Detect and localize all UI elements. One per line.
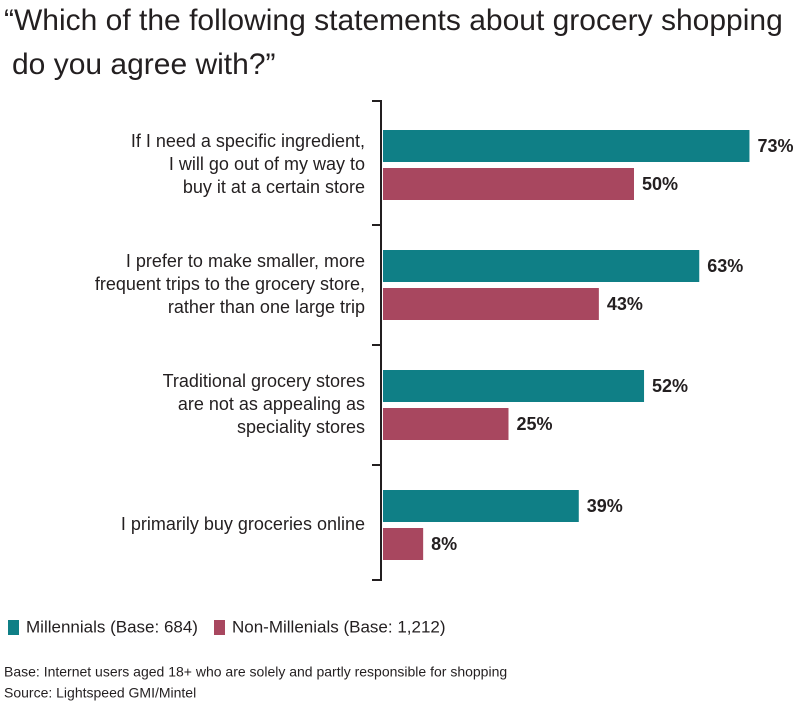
value-label: 43%	[607, 294, 643, 314]
bar	[383, 408, 509, 440]
category-label: buy it at a certain store	[183, 177, 365, 197]
value-label: 73%	[757, 136, 793, 156]
category-label: speciality stores	[237, 417, 365, 437]
value-label: 52%	[652, 376, 688, 396]
bar	[383, 490, 579, 522]
category-label: frequent trips to the grocery store,	[95, 274, 365, 294]
category-label: I prefer to make smaller, more	[126, 251, 365, 271]
legend-label: Non-Millenials (Base: 1,212)	[232, 617, 446, 636]
legend-label: Millennials (Base: 684)	[26, 617, 198, 636]
value-label: 8%	[431, 534, 457, 554]
legend-swatch	[8, 620, 19, 635]
bar	[383, 250, 700, 282]
bar	[383, 130, 750, 162]
category-label: rather than one large trip	[168, 297, 365, 317]
category-label: If I need a specific ingredient,	[131, 131, 365, 151]
value-label: 63%	[707, 256, 743, 276]
category-label: are not as appealing as	[178, 394, 365, 414]
category-label: Traditional grocery stores	[163, 371, 365, 391]
value-label: 50%	[642, 174, 678, 194]
footnote: Base: Internet users aged 18+ who are so…	[4, 664, 507, 680]
axis-ticks	[372, 100, 381, 581]
value-label: 39%	[587, 496, 623, 516]
category-label: I will go out of my way to	[169, 154, 365, 174]
chart-title: “Which of the following statements about…	[4, 4, 783, 37]
bar	[383, 528, 424, 560]
chart-title: do you agree with?”	[12, 48, 276, 81]
category-label: I primarily buy groceries online	[121, 514, 365, 534]
bar	[383, 168, 634, 200]
bar	[383, 288, 599, 320]
value-label: 25%	[517, 414, 553, 434]
footnote: Source: Lightspeed GMI/Mintel	[4, 685, 196, 701]
legend-swatch	[214, 620, 225, 635]
bar	[383, 370, 645, 402]
